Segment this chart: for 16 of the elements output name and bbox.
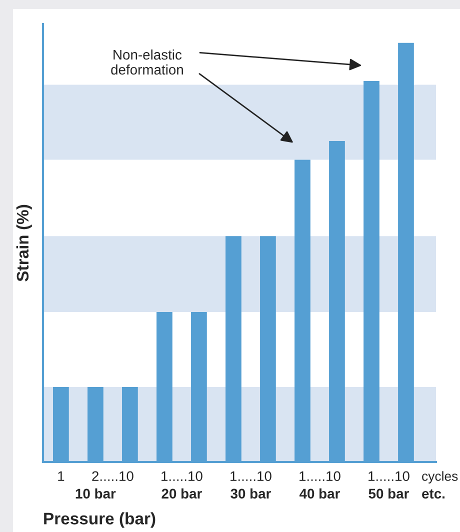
text: 10 bar xyxy=(76,488,116,499)
y-axis-title: Strain (%) xyxy=(16,204,32,282)
text: etc. xyxy=(422,489,444,499)
x-tick-label: 1.....10 xyxy=(230,471,272,482)
x-axis-title: Pressure (bar) xyxy=(44,512,156,528)
x-tick-label: 1 xyxy=(58,471,64,481)
x-tick-label: 1.....10 xyxy=(368,471,410,482)
x-tick-label: 1.....10 xyxy=(162,471,202,482)
text: 50 bar xyxy=(368,488,409,499)
x-tick-label: 1.....10 xyxy=(300,471,340,482)
text: 40 bar xyxy=(299,488,340,499)
annotation: Non-elastic deformation xyxy=(111,49,183,75)
text: cycles xyxy=(422,471,458,484)
text: 30 bar xyxy=(230,488,271,499)
x-tick-label: 2.....10 xyxy=(92,471,134,482)
text: 20 bar xyxy=(162,488,202,499)
